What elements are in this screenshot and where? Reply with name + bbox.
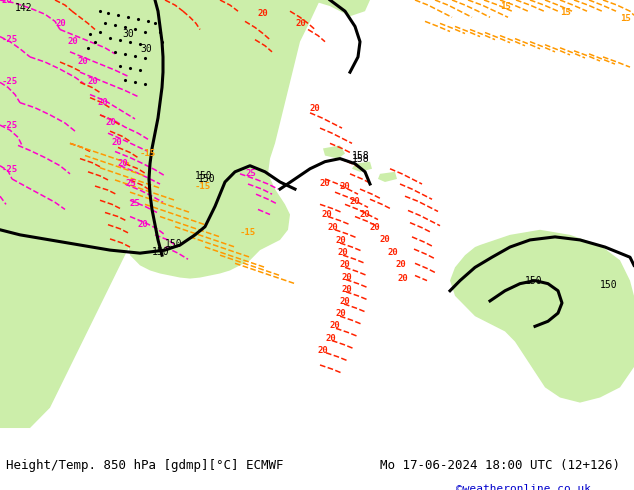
Polygon shape [468, 291, 510, 316]
Text: Height/Temp. 850 hPa [gdmp][°C] ECMWF: Height/Temp. 850 hPa [gdmp][°C] ECMWF [6, 459, 284, 472]
Text: 25: 25 [245, 169, 256, 178]
Text: 150: 150 [165, 239, 183, 249]
Text: 20: 20 [55, 20, 66, 28]
Text: 20: 20 [395, 260, 406, 270]
Text: 20: 20 [325, 334, 336, 343]
Text: 20: 20 [112, 138, 123, 147]
Polygon shape [352, 162, 372, 172]
Text: 20: 20 [68, 37, 79, 46]
Polygon shape [0, 0, 240, 428]
Text: 20: 20 [388, 248, 399, 257]
Text: 150: 150 [198, 174, 216, 184]
Text: 20: 20 [322, 210, 333, 219]
Text: 20: 20 [338, 248, 349, 257]
Polygon shape [378, 172, 397, 182]
Text: 20: 20 [88, 77, 99, 86]
Polygon shape [323, 146, 345, 159]
Text: 25: 25 [125, 179, 136, 188]
Text: 20: 20 [330, 321, 340, 330]
Polygon shape [490, 263, 525, 283]
Text: 158: 158 [352, 154, 370, 164]
Text: 20: 20 [105, 118, 116, 127]
Text: 20: 20 [138, 220, 149, 229]
Text: 20: 20 [380, 235, 391, 244]
Text: ©weatheronline.co.uk: ©weatheronline.co.uk [456, 484, 592, 490]
Text: -15: -15 [195, 182, 211, 191]
Text: -15: -15 [240, 228, 256, 237]
Text: 20: 20 [295, 20, 306, 28]
Text: 142: 142 [15, 3, 32, 13]
Text: 20: 20 [98, 98, 109, 107]
Text: 150: 150 [525, 276, 543, 286]
Text: 20: 20 [328, 223, 339, 232]
Text: 20: 20 [360, 210, 371, 219]
Text: 20: 20 [310, 104, 321, 113]
Text: -25: -25 [2, 121, 18, 130]
Text: -25: -25 [2, 77, 18, 86]
Text: 150: 150 [195, 171, 212, 181]
Text: -25: -25 [2, 35, 18, 44]
Text: 15: 15 [500, 2, 511, 11]
Text: 15: 15 [620, 14, 631, 24]
Text: 30: 30 [122, 28, 134, 39]
Text: 20: 20 [370, 223, 381, 232]
Text: 15: 15 [560, 8, 571, 17]
Text: 20: 20 [340, 260, 351, 270]
Text: 20: 20 [335, 236, 346, 245]
Polygon shape [310, 0, 370, 16]
Text: 150: 150 [600, 280, 618, 290]
Text: 158: 158 [352, 150, 370, 161]
Polygon shape [107, 0, 320, 279]
Text: 20: 20 [258, 9, 269, 18]
Text: 20: 20 [398, 273, 409, 283]
Text: 20: 20 [2, 0, 13, 5]
Text: 30: 30 [140, 44, 152, 54]
Text: 20: 20 [118, 159, 129, 168]
Text: 20: 20 [342, 272, 353, 282]
Text: 20: 20 [340, 182, 351, 191]
Text: -15: -15 [140, 148, 156, 158]
Text: 20: 20 [340, 297, 351, 306]
Text: 20: 20 [320, 179, 331, 188]
Polygon shape [450, 230, 634, 403]
Text: 20: 20 [78, 57, 89, 66]
Text: 150: 150 [152, 247, 170, 257]
Text: 20: 20 [336, 309, 347, 318]
Text: 20: 20 [318, 346, 329, 355]
Text: 25: 25 [130, 199, 141, 208]
Text: 20: 20 [342, 285, 353, 294]
Text: 20: 20 [350, 197, 361, 206]
Text: Mo 17-06-2024 18:00 UTC (12+126): Mo 17-06-2024 18:00 UTC (12+126) [380, 459, 621, 472]
Text: -25: -25 [2, 165, 18, 174]
